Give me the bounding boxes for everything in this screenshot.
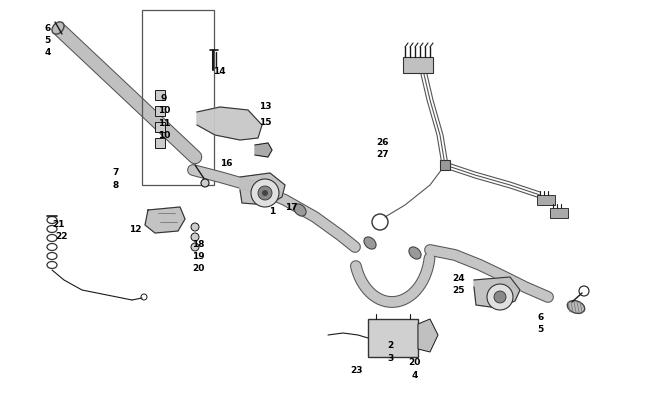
Polygon shape — [474, 277, 520, 308]
Bar — [550, 209, 568, 218]
Text: 5: 5 — [44, 36, 51, 45]
Text: 19: 19 — [192, 252, 205, 260]
Circle shape — [487, 284, 513, 310]
Circle shape — [191, 243, 199, 252]
Polygon shape — [240, 174, 285, 205]
Ellipse shape — [409, 247, 421, 260]
Text: 9: 9 — [161, 94, 167, 102]
Ellipse shape — [364, 237, 376, 249]
Text: 4: 4 — [44, 48, 51, 57]
Text: 25: 25 — [452, 285, 465, 294]
Bar — [155, 91, 165, 101]
Circle shape — [251, 179, 279, 207]
Circle shape — [494, 291, 506, 303]
Bar — [368, 319, 418, 357]
Bar — [155, 123, 165, 133]
Bar — [142, 11, 214, 185]
Circle shape — [201, 179, 209, 188]
Text: 21: 21 — [52, 219, 65, 228]
Text: 15: 15 — [259, 118, 272, 127]
Text: 2: 2 — [387, 341, 393, 350]
Text: 14: 14 — [213, 66, 226, 75]
Text: 5: 5 — [538, 324, 544, 333]
Text: 16: 16 — [220, 158, 233, 167]
Polygon shape — [197, 108, 262, 141]
Ellipse shape — [52, 23, 64, 35]
Text: 20: 20 — [408, 357, 421, 366]
Circle shape — [191, 233, 199, 241]
Text: 10: 10 — [157, 106, 170, 115]
Text: 3: 3 — [387, 353, 393, 362]
Polygon shape — [418, 319, 438, 352]
Circle shape — [262, 190, 268, 196]
Text: 11: 11 — [157, 118, 170, 127]
Polygon shape — [255, 144, 272, 158]
Text: 23: 23 — [350, 365, 363, 374]
Text: 8: 8 — [112, 181, 119, 190]
Ellipse shape — [294, 205, 306, 217]
Text: 24: 24 — [452, 273, 465, 282]
Text: 10: 10 — [157, 130, 170, 139]
Bar — [403, 58, 433, 74]
Circle shape — [191, 224, 199, 231]
Text: 6: 6 — [44, 24, 51, 33]
Text: 17: 17 — [285, 203, 298, 212]
Text: 12: 12 — [129, 224, 142, 233]
Bar — [440, 161, 450, 171]
Circle shape — [258, 187, 272, 200]
Polygon shape — [145, 207, 185, 233]
Text: 1: 1 — [268, 207, 275, 216]
Text: 7: 7 — [112, 168, 119, 177]
Text: 27: 27 — [376, 149, 389, 158]
Text: 4: 4 — [411, 370, 418, 379]
Text: 18: 18 — [192, 239, 205, 248]
Text: 26: 26 — [376, 137, 389, 146]
Text: 13: 13 — [259, 102, 272, 111]
Text: 22: 22 — [55, 231, 68, 240]
Text: 20: 20 — [192, 264, 205, 273]
Bar — [537, 196, 555, 205]
Bar — [155, 107, 165, 117]
Ellipse shape — [567, 301, 585, 313]
Text: 6: 6 — [538, 312, 544, 321]
Bar — [155, 139, 165, 149]
